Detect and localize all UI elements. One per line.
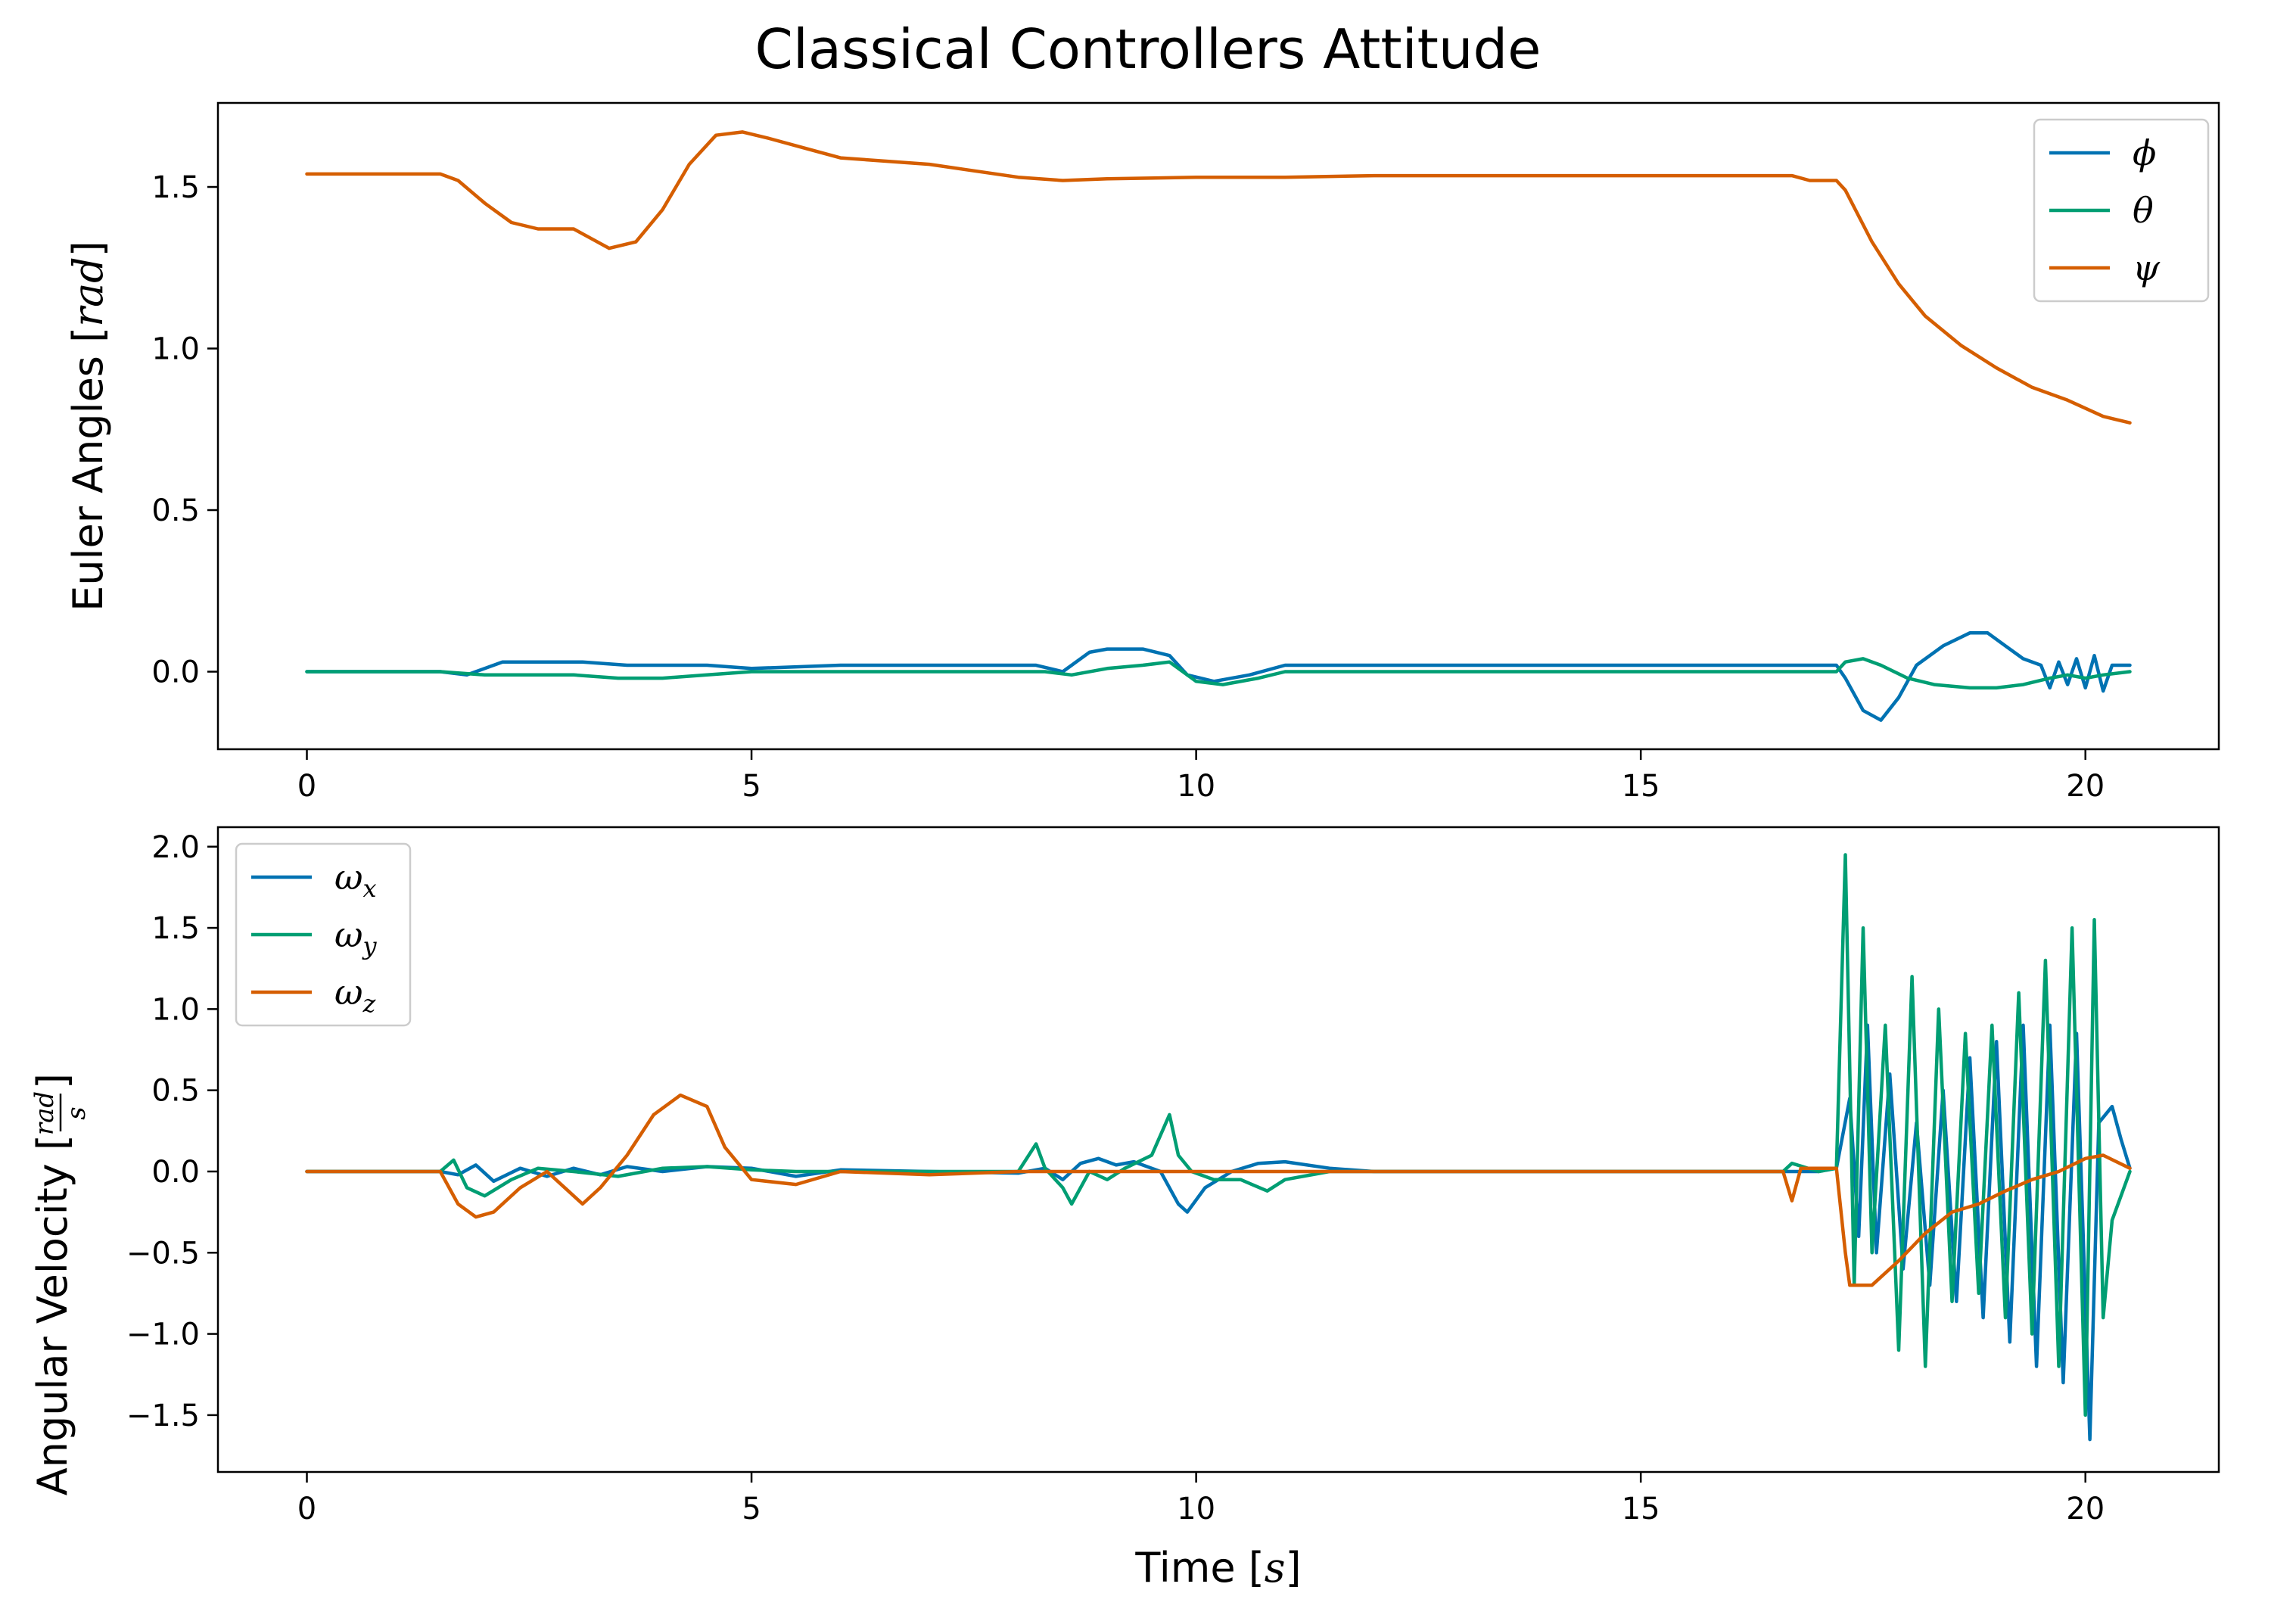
ax1-xtick-label: 5 [742,1492,761,1526]
ax1-legend-label-2: ωz [334,972,377,1018]
ax1-legend-label-0: ωx [334,857,377,903]
ax0-legend-label-0: ϕ [2133,132,2156,173]
ax1-ylabel-num: rad [30,1091,60,1135]
ax0-ytick-label: 0.5 [151,493,200,528]
ax1-y-ticks: −1.5 −1.0 −0.5 0.0 0.5 1.0 1.5 2.0 [126,830,218,1433]
ax0-frame [216,101,2220,751]
ax0-ytick-label: 1.5 [151,170,200,205]
ax0-legend: ϕθψ [2033,118,2210,303]
ax1-xtick-label: 15 [1622,1492,1660,1526]
euler-angles-axes: 0 5 10 15 20 0.0 0.5 1.0 1.5 Euler Angles [rad]… [64,101,2220,804]
ax0-legend-label-2: ψ [2133,247,2161,288]
ax1-xlabel-main: Time [ [1134,1544,1264,1592]
ax1-ytick-label: −1.0 [126,1318,200,1352]
ax0-ylabel: Euler Angles [rad] [64,241,112,611]
ax1-xlabel: Time [s] [1134,1544,1301,1592]
ax1-x-ticks: 0 5 10 15 20 [297,1472,2105,1526]
ax1-ytick-label: −0.5 [126,1236,200,1271]
ax1-xlabel-end: ] [1286,1544,1302,1592]
ax1-ytick-label: 0.5 [151,1074,200,1109]
ax0-ylabel-italic: rad [64,257,112,327]
ax0-series-group [305,130,2132,722]
ax0-y-ticks: 0.0 0.5 1.0 1.5 [151,170,218,690]
ax1-ytick-label: 1.0 [151,992,200,1027]
ax0-legend-frame [2033,118,2210,303]
ax1-ytick-label: 2.0 [151,830,200,865]
ax1-xtick-label: 20 [2066,1492,2105,1526]
ax1-series-group [305,853,2132,1442]
ax1-frame [216,826,2220,1473]
ax0-x-ticks: 0 5 10 15 20 [297,749,2105,804]
ax1-xtick-label: 10 [1177,1492,1215,1526]
ax1-ytick-label: 0.0 [151,1155,200,1190]
ax1-ytick-label: −1.5 [126,1399,200,1433]
ax0-xtick-label: 10 [1177,769,1215,804]
ax0-xtick-label: 20 [2066,769,2105,804]
ax1-xtick-label: 0 [297,1492,316,1526]
ax1-xlabel-italic: s [1265,1544,1286,1592]
ax1-ylabel-main: Angular Velocity [ [29,1134,76,1495]
ax0-legend-label-1: θ [2133,190,2154,231]
angular-velocity-axes: 0 5 10 15 20 −1.5 −1.0 −0.5 0.0 0.5 1.0 1.5 2.0 Tim… [29,826,2220,1592]
ax0-xtick-label: 5 [742,769,761,804]
ax1-legend-label-1: ωy [334,914,378,960]
ax0-series-line-1 [305,657,2132,690]
ax1-ylabel: Angular Velocity [ rad s ] [29,1073,92,1495]
ax1-legend: ωx ωy ωz [235,842,412,1027]
ax0-xtick-label: 15 [1622,769,1660,804]
figure-title: Classical Controllers Attitude [755,17,1542,81]
ax1-legend-frame [235,842,412,1027]
ax1-series-line-2 [305,1093,2132,1287]
ax0-ytick-label: 1.0 [151,332,200,367]
ax0-ylabel-main: Euler Angles [ [64,327,112,611]
ax0-series-line-2 [305,130,2132,425]
ax1-ylabel-end: ] [29,1073,76,1089]
ax0-ylabel-end: ] [64,241,112,257]
ax1-ylabel-den: s [61,1106,92,1119]
ax0-ytick-label: 0.0 [151,655,200,690]
ax1-ytick-label: 1.5 [151,911,200,946]
ax0-xtick-label: 0 [297,769,316,804]
